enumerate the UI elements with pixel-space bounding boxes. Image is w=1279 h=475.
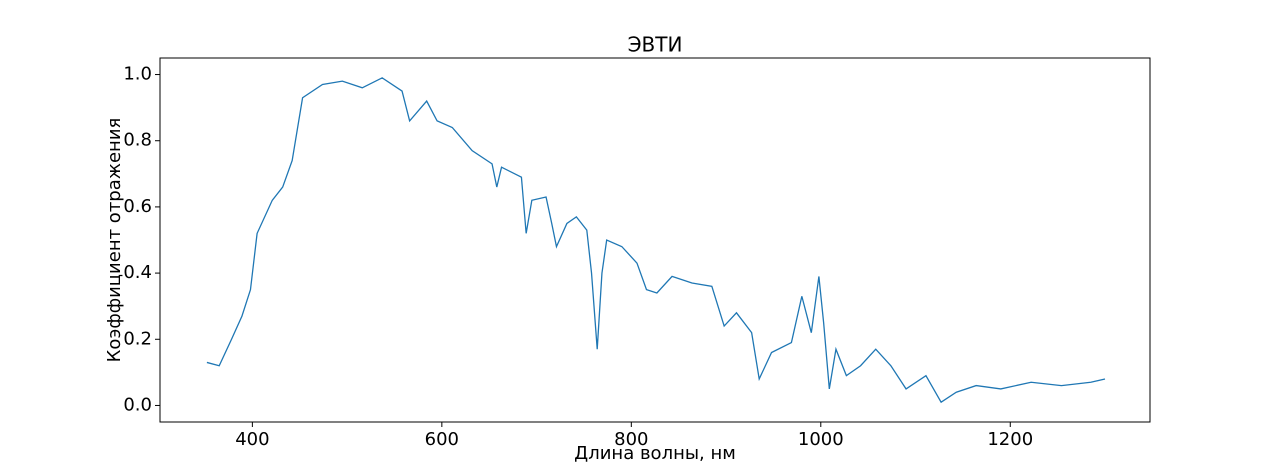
y-tick-label: 0.8 xyxy=(123,130,152,151)
x-tick-label: 800 xyxy=(614,429,648,450)
y-tick-label: 0.4 xyxy=(123,262,152,283)
y-tick-label: 0.6 xyxy=(123,196,152,217)
x-tick-label: 1200 xyxy=(987,429,1033,450)
y-axis-label: Коэффициент отражения xyxy=(104,118,125,363)
x-tick-label: 1000 xyxy=(798,429,844,450)
data-line xyxy=(206,77,1106,404)
plot-frame xyxy=(159,57,1151,423)
y-tick-label: 0.2 xyxy=(123,328,152,349)
y-tick-label: 0.0 xyxy=(123,394,152,415)
x-tick-label: 400 xyxy=(235,429,269,450)
chart-title: ЭВТИ xyxy=(628,33,683,57)
y-tick-label: 1.0 xyxy=(123,64,152,85)
x-tick-label: 600 xyxy=(425,429,459,450)
x-axis-label: Длина волны, нм xyxy=(574,443,736,464)
